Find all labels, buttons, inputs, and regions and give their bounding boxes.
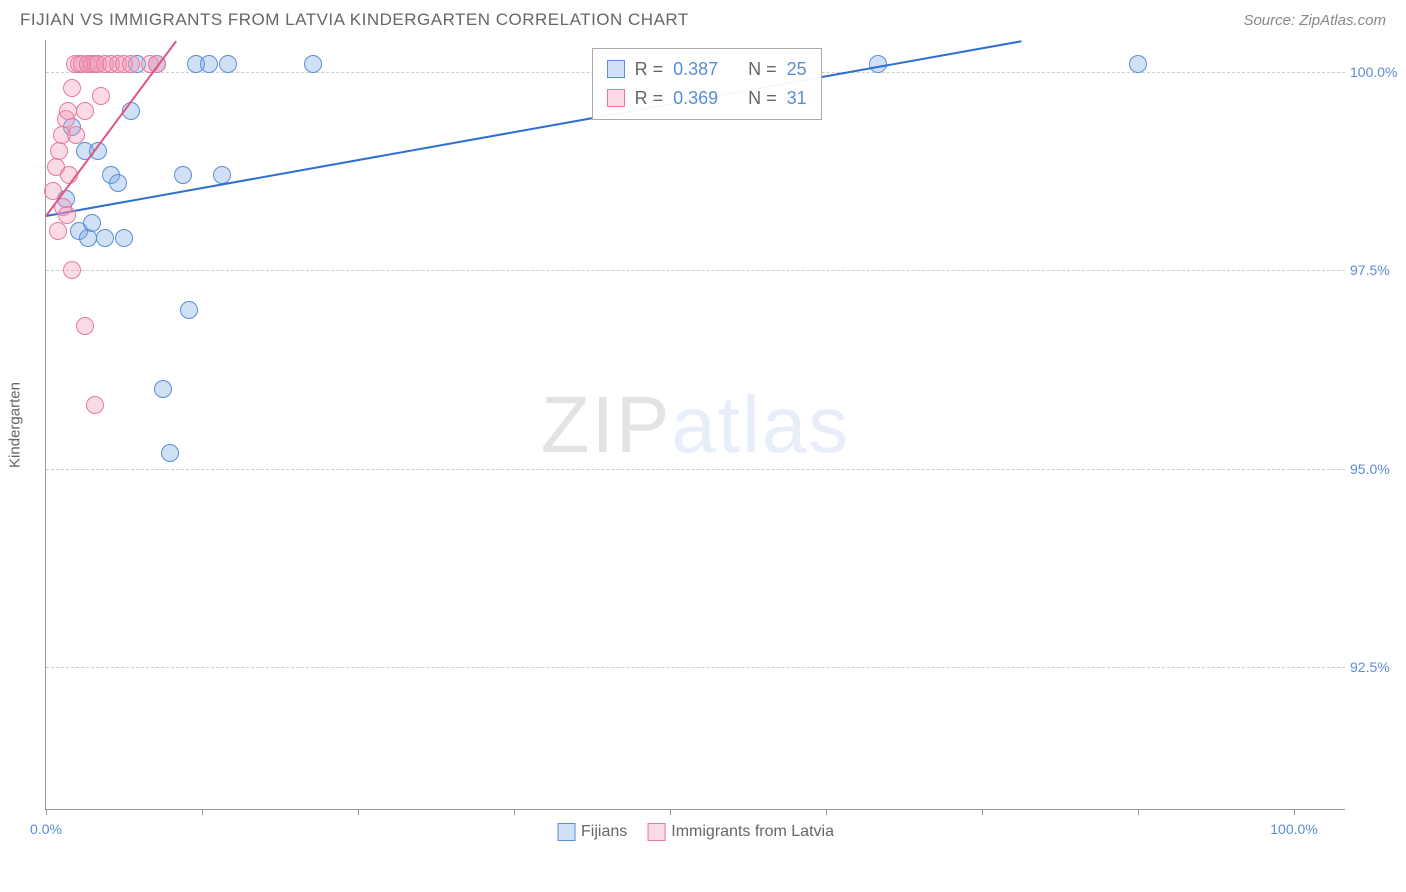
- bottom-legend: Fijians Immigrants from Latvia: [557, 823, 834, 841]
- plot-area: ZIPatlas 92.5%95.0%97.5%100.0%0.0%100.0%…: [45, 40, 1345, 810]
- data-point: [59, 102, 77, 120]
- chart-title: FIJIAN VS IMMIGRANTS FROM LATVIA KINDERG…: [20, 10, 689, 30]
- x-tick: [514, 809, 515, 815]
- stats-n-label: N =: [748, 55, 777, 84]
- legend-swatch: [647, 823, 665, 841]
- data-point: [219, 55, 237, 73]
- stats-swatch: [607, 89, 625, 107]
- y-tick-label: 97.5%: [1350, 262, 1400, 278]
- x-tick: [982, 809, 983, 815]
- legend-swatch: [557, 823, 575, 841]
- data-point: [92, 87, 110, 105]
- data-point: [174, 166, 192, 184]
- data-point: [76, 102, 94, 120]
- stats-row: R = 0.369 N = 31: [607, 84, 807, 113]
- x-tick-label-end: 100.0%: [1270, 821, 1317, 837]
- x-tick: [1138, 809, 1139, 815]
- data-point: [96, 229, 114, 247]
- x-tick: [1294, 809, 1295, 815]
- x-tick: [670, 809, 671, 815]
- data-point: [161, 444, 179, 462]
- gridline: [46, 667, 1345, 668]
- stats-n-value: 31: [787, 84, 807, 113]
- y-tick-label: 92.5%: [1350, 659, 1400, 675]
- x-tick-label-start: 0.0%: [30, 821, 62, 837]
- chart-source: Source: ZipAtlas.com: [1243, 12, 1386, 29]
- watermark: ZIPatlas: [541, 379, 850, 471]
- gridline: [46, 270, 1345, 271]
- stats-n-label: N =: [748, 84, 777, 113]
- data-point: [58, 206, 76, 224]
- data-point: [115, 229, 133, 247]
- x-tick: [358, 809, 359, 815]
- data-point: [63, 79, 81, 97]
- stats-row: R = 0.387 N = 25: [607, 55, 807, 84]
- data-point: [83, 214, 101, 232]
- data-point: [200, 55, 218, 73]
- data-point: [86, 396, 104, 414]
- data-point: [67, 126, 85, 144]
- data-point: [50, 142, 68, 160]
- data-point: [180, 301, 198, 319]
- data-point: [76, 317, 94, 335]
- stats-n-value: 25: [787, 55, 807, 84]
- stats-r-value: 0.387: [673, 55, 718, 84]
- y-tick-label: 100.0%: [1350, 64, 1400, 80]
- stats-box: R = 0.387 N = 25R = 0.369 N = 31: [592, 48, 822, 120]
- x-tick: [826, 809, 827, 815]
- data-point: [79, 229, 97, 247]
- data-point: [63, 261, 81, 279]
- data-point: [122, 55, 140, 73]
- legend-item: Fijians: [557, 823, 627, 841]
- stats-swatch: [607, 60, 625, 78]
- watermark-atlas: atlas: [671, 380, 850, 469]
- legend-item: Immigrants from Latvia: [647, 823, 834, 841]
- chart-container: Kindergarten ZIPatlas 92.5%95.0%97.5%100…: [40, 40, 1380, 810]
- legend-label: Immigrants from Latvia: [671, 823, 834, 840]
- y-tick-label: 95.0%: [1350, 461, 1400, 477]
- chart-header: FIJIAN VS IMMIGRANTS FROM LATVIA KINDERG…: [0, 0, 1406, 35]
- data-point: [109, 174, 127, 192]
- stats-r-label: R =: [635, 84, 664, 113]
- gridline: [46, 469, 1345, 470]
- data-point: [213, 166, 231, 184]
- data-point: [304, 55, 322, 73]
- stats-r-label: R =: [635, 55, 664, 84]
- watermark-zip: ZIP: [541, 380, 671, 469]
- data-point: [154, 380, 172, 398]
- y-axis-label: Kindergarten: [7, 382, 24, 468]
- legend-label: Fijians: [581, 823, 627, 840]
- data-point: [1129, 55, 1147, 73]
- x-tick: [46, 809, 47, 815]
- x-tick: [202, 809, 203, 815]
- stats-r-value: 0.369: [673, 84, 718, 113]
- data-point: [49, 222, 67, 240]
